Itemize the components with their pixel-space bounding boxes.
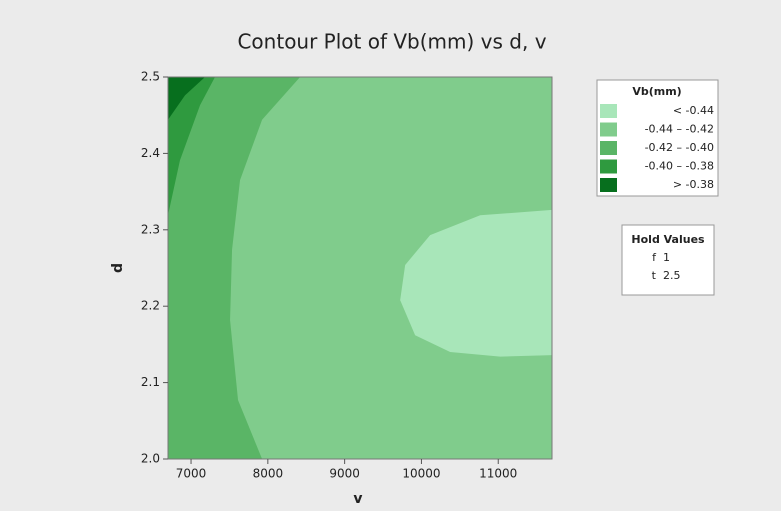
contour-region (168, 77, 216, 216)
hold-name: t (652, 269, 657, 282)
hold-value: 2.5 (663, 269, 681, 282)
x-tick-label: 10000 (402, 467, 440, 481)
chart-title: Contour Plot of Vb(mm) vs d, v (237, 30, 546, 54)
y-tick-label: 2.5 (141, 70, 160, 84)
x-tick-label: 11000 (479, 467, 517, 481)
x-tick-label: 9000 (329, 467, 360, 481)
x-axis-label: v (353, 491, 362, 507)
y-tick-label: 2.3 (141, 222, 160, 236)
y-axis-label: d (110, 263, 126, 273)
y-tick-label: 2.1 (141, 375, 160, 389)
legend-label: > -0.38 (673, 178, 714, 191)
contour-region (168, 77, 206, 120)
legend-swatch (600, 122, 617, 137)
y-tick-label: 2.0 (141, 452, 160, 466)
x-tick-label: 8000 (253, 467, 284, 481)
legend-label: -0.44 – -0.42 (645, 123, 714, 136)
legend-label: -0.40 – -0.38 (645, 160, 714, 173)
plot-frame (167, 76, 553, 460)
hold-values-title: Hold Values (631, 233, 705, 246)
contour-region (168, 77, 301, 459)
legend-box (596, 79, 719, 197)
hold-name: f (652, 251, 657, 264)
legend-swatch (600, 159, 617, 174)
hold-value: 1 (663, 251, 670, 264)
legend-title: Vb(mm) (632, 85, 681, 98)
hold-values-box (621, 224, 715, 296)
legend-swatch (600, 141, 617, 155)
legend-swatch (600, 178, 617, 192)
legend-label: -0.42 – -0.40 (645, 141, 714, 154)
legend-swatch (600, 104, 617, 118)
legend-label: < -0.44 (673, 104, 714, 117)
y-tick-label: 2.2 (141, 299, 160, 313)
y-tick-label: 2.4 (141, 146, 160, 160)
contour-region (400, 209, 552, 357)
x-tick-label: 7000 (176, 467, 207, 481)
